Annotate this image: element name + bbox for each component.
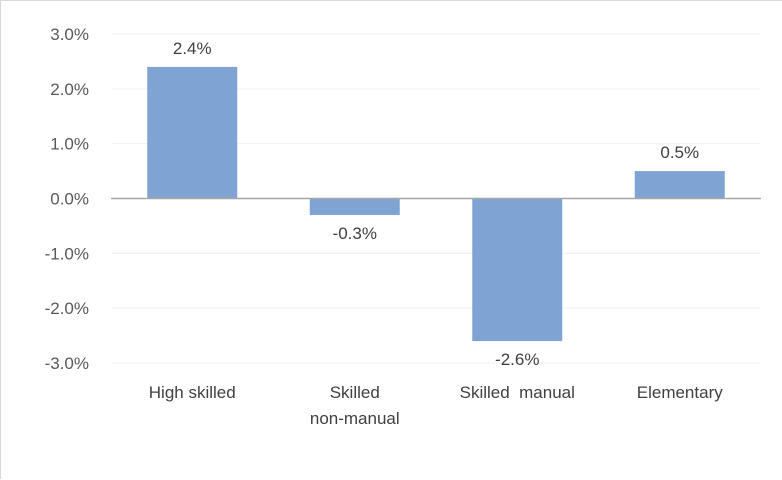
y-tick-label: 0.0% xyxy=(50,190,89,209)
category-label: Elementary xyxy=(637,383,723,402)
bar xyxy=(472,198,563,342)
y-tick-label: 2.0% xyxy=(50,80,89,99)
y-tick-label: -1.0% xyxy=(45,244,89,263)
data-label: 2.4% xyxy=(173,39,212,58)
category-label: non-manual xyxy=(310,409,400,428)
category-label: High skilled xyxy=(149,383,236,402)
bar xyxy=(634,171,725,199)
bar xyxy=(309,198,400,215)
y-axis-ticks: 3.0% 2.0% 1.0% 0.0% -1.0% -2.0% -3.0% xyxy=(45,25,89,373)
y-tick-label: 1.0% xyxy=(50,135,89,154)
category-label: Skilled manual xyxy=(460,383,575,402)
data-label: 0.5% xyxy=(660,143,699,162)
y-tick-label: 3.0% xyxy=(50,25,89,44)
data-label: -2.6% xyxy=(495,350,539,369)
data-labels: 2.4% -0.3% -2.6% 0.5% xyxy=(173,39,699,369)
category-label: Skilled xyxy=(330,383,380,402)
bars xyxy=(147,66,725,342)
category-labels: High skilled Skilled non-manual Skilled man… xyxy=(149,383,723,428)
bar xyxy=(147,66,238,199)
data-label: -0.3% xyxy=(333,224,377,243)
y-tick-label: -2.0% xyxy=(45,299,89,318)
y-tick-label: -3.0% xyxy=(45,354,89,373)
